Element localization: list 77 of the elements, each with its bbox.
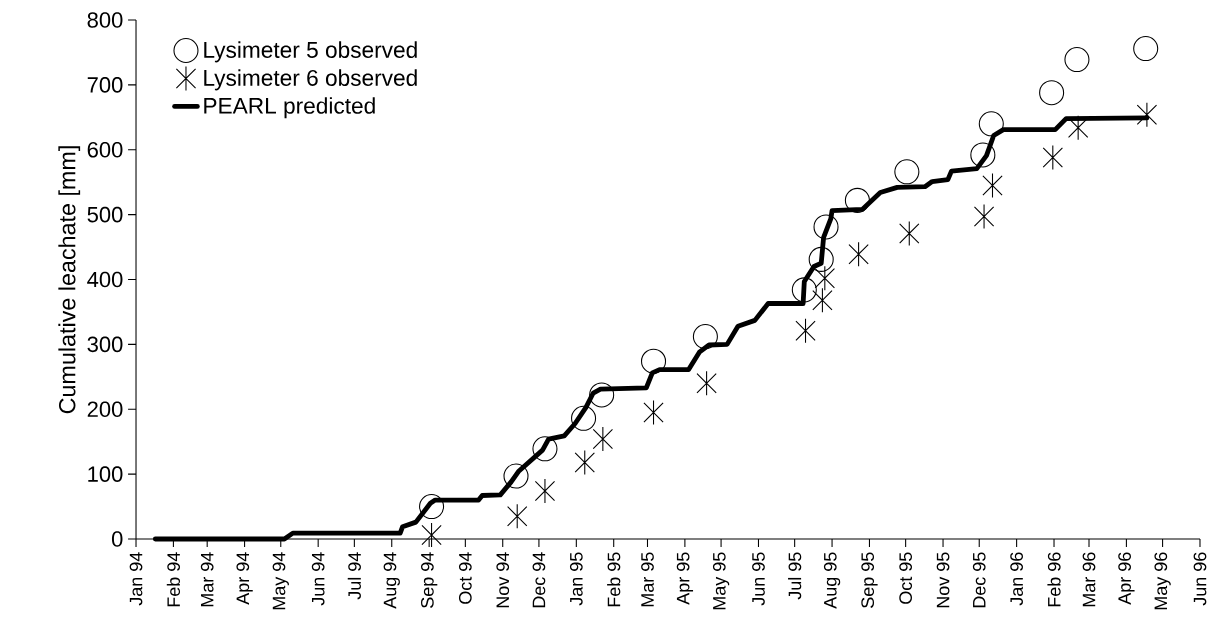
point	[592, 426, 613, 452]
x-tick-label: May 94	[272, 552, 289, 610]
x-tick-label: Feb 94	[166, 552, 181, 607]
point	[589, 382, 615, 408]
point	[808, 246, 834, 272]
y-tick-label: 600	[87, 141, 123, 158]
x-tick-label: Aug 94	[383, 552, 400, 609]
point	[532, 436, 558, 462]
x-tick-label: Jun 95	[752, 552, 765, 606]
x-tick-label: Apr 95	[676, 552, 694, 605]
x-tick-label: Apr 94	[236, 552, 253, 605]
point	[1068, 115, 1089, 141]
x-tick-label: Mar 96	[1082, 552, 1096, 607]
point	[1064, 47, 1090, 73]
point	[507, 503, 528, 529]
x-tick-label: Jan 96	[1010, 552, 1023, 606]
x-tick-label: Aug 95	[823, 552, 841, 609]
x-tick-label: Oct 95	[899, 552, 913, 604]
x-tick-label: Apr 96	[1118, 552, 1135, 605]
point	[970, 142, 996, 168]
x-tick-label: Jan 94	[129, 552, 143, 606]
point	[813, 214, 839, 240]
point	[696, 370, 717, 396]
point	[571, 405, 597, 431]
point	[844, 187, 870, 213]
point	[1133, 36, 1159, 62]
point	[791, 277, 817, 303]
point	[982, 172, 1003, 198]
point	[795, 318, 816, 344]
x-tick-label: Dec 95	[972, 552, 986, 608]
x-tick-label: Jun 96	[1193, 552, 1207, 606]
point	[812, 287, 833, 313]
y-tick-label: 800	[87, 12, 123, 28]
legend-label: Lysimeter 5 observed	[204, 41, 417, 63]
y-tick-label: 500	[87, 206, 123, 223]
x-tick-label: Sep 94	[421, 552, 438, 608]
point	[894, 159, 920, 185]
y-axis-title: Cumulative leachate [mm]	[58, 146, 81, 414]
x-tick-label: Nov 94	[496, 552, 510, 608]
point	[978, 111, 1004, 137]
point	[814, 265, 835, 291]
y-tick-label: 0	[111, 531, 123, 547]
point	[643, 399, 664, 426]
y-tick-label: 700	[87, 77, 123, 93]
y-tick-label: 200	[87, 401, 123, 418]
x-tick-label: Mar 95	[641, 552, 654, 607]
point	[419, 494, 445, 520]
x-tick-label: Jul 95	[788, 552, 802, 600]
x-tick-label: Jun 94	[311, 552, 325, 606]
point	[973, 204, 995, 230]
x-tick-label: May 95	[712, 552, 730, 610]
point	[1042, 144, 1063, 171]
x-tick-label: Feb 96	[1047, 552, 1061, 607]
point	[574, 449, 595, 475]
point	[848, 241, 869, 267]
x-tick-label: Dec 94	[532, 552, 546, 608]
legend-label: Lysimeter 6 observed	[204, 69, 417, 91]
point	[692, 324, 718, 350]
x-tick-label: May 96	[1154, 552, 1171, 610]
x-tick-label: Sep 95	[861, 552, 878, 608]
point	[899, 220, 920, 246]
x-tick-label: Nov 95	[936, 552, 950, 608]
x-tick-label: Jul 94	[347, 552, 361, 600]
point	[640, 348, 667, 374]
y-tick-label: 300	[87, 336, 123, 353]
y-tick-label: 400	[87, 271, 123, 288]
y-tick-label: 100	[88, 466, 123, 482]
x-tick-label: Jan 95	[569, 552, 583, 606]
point	[503, 463, 529, 489]
point	[421, 522, 442, 548]
x-tick-label: Oct 94	[458, 552, 472, 604]
point	[1039, 80, 1065, 106]
point	[534, 478, 556, 504]
x-tick-label: Mar 94	[200, 552, 214, 607]
point	[1136, 102, 1158, 128]
x-tick-label: Feb 95	[607, 552, 621, 607]
legend-label: PEARL predicted	[204, 97, 375, 119]
